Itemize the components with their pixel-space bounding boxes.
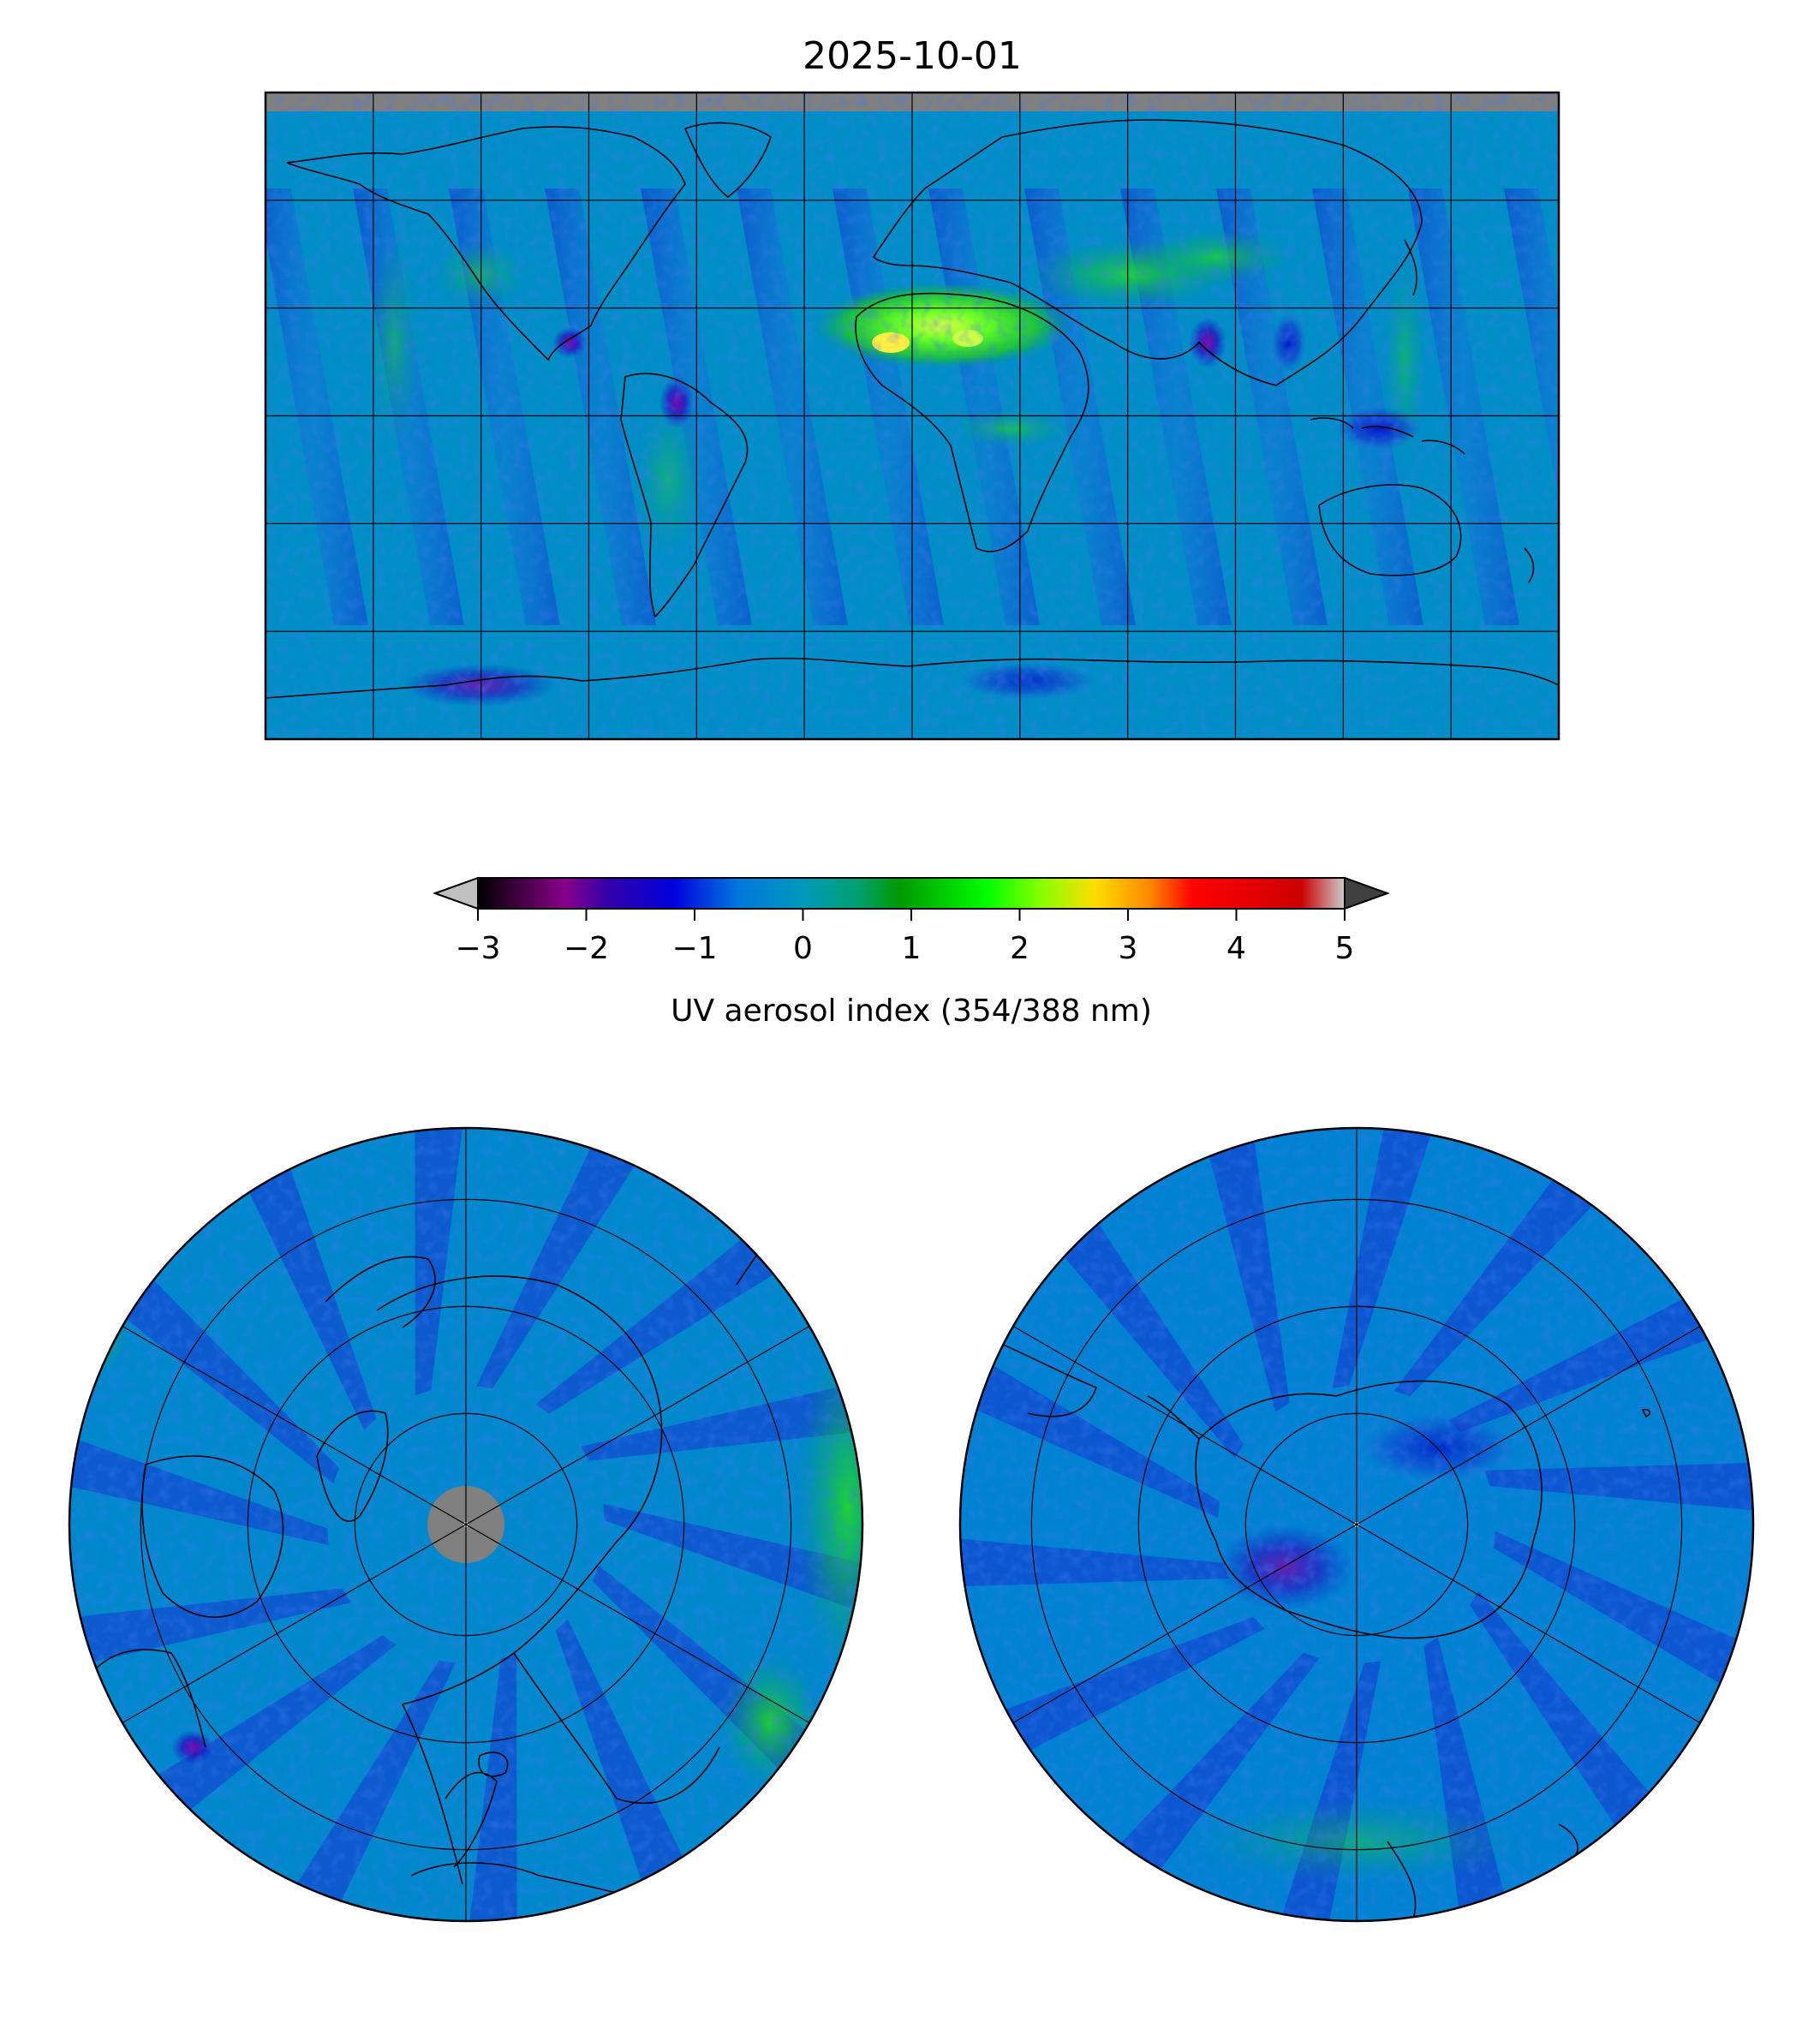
- south-gridlines: [1012, 1128, 1701, 1921]
- coastline-south-america: [620, 373, 749, 618]
- colorbar-tick-label: 4: [1226, 931, 1246, 966]
- colorbar-extend-under: [433, 876, 479, 910]
- coastline-new-zealand: [1524, 547, 1535, 583]
- global-gridlines: [266, 92, 1559, 739]
- south-coastline-island: [1641, 1408, 1651, 1418]
- colorbar-tick-label: 5: [1335, 931, 1355, 966]
- polar-meridian-line: [122, 1325, 467, 1525]
- colorbar-label: UV aerosol index (354/388 nm): [671, 994, 1152, 1029]
- south-map-frame: [958, 1126, 1755, 1923]
- north-coastline-alaska: [325, 1256, 436, 1328]
- polar-meridian-line: [465, 1325, 810, 1525]
- polar-meridian-line: [465, 1524, 810, 1724]
- south-coastline-australia: [1387, 1841, 1417, 1919]
- south-polar-map: [958, 1126, 1755, 1923]
- north-coastline-eurasia: [376, 1275, 720, 1885]
- polar-meridian-line: [1012, 1524, 1358, 1724]
- polar-meridian-line: [1356, 1325, 1701, 1525]
- north-coastline-scandinavia: [445, 1771, 498, 1868]
- coastline-africa: [855, 292, 1089, 552]
- coastline-north-america: [286, 126, 686, 361]
- south-coastline-antarctica: [1195, 1380, 1543, 1639]
- coastline-australia: [1318, 484, 1462, 576]
- colorbar-ticks: −3 −2 −1 0 1 2 3 4 5: [455, 909, 1354, 966]
- coastline-eurasia: [872, 119, 1423, 386]
- coastline-antarctica: [266, 657, 1559, 699]
- south-coastline-peninsula: [1147, 1395, 1200, 1440]
- coastline-greenland: [683, 122, 772, 199]
- north-coastline-us: [93, 1649, 206, 1748]
- global-map-frame: [264, 91, 1560, 741]
- colorbar-tick-label: −2: [564, 931, 609, 966]
- polar-meridian-line: [1012, 1325, 1358, 1525]
- figure-title: 2025-10-01: [803, 34, 1022, 78]
- colorbar-tick-label: 0: [793, 931, 813, 966]
- colorbar: −3 −2 −1 0 1 2 3 4 5 UV aerosol index (354/388 n…: [433, 876, 1390, 1029]
- polar-meridian-line: [1356, 1524, 1701, 1724]
- coastlines: [266, 119, 1559, 699]
- colorbar-body: [477, 877, 1346, 910]
- north-coastline-canada: [141, 1455, 284, 1618]
- colorbar-tick-label: 3: [1119, 931, 1138, 966]
- north-map-frame: [68, 1126, 864, 1923]
- colorbar-tick-label: 2: [1010, 931, 1029, 966]
- colorbar-tick-label: 1: [902, 931, 922, 966]
- polar-meridian-line: [122, 1524, 467, 1724]
- north-coastline-iceland: [478, 1751, 509, 1777]
- colorbar-tick-label: −3: [455, 931, 500, 966]
- north-polar-map: [68, 1126, 864, 1923]
- global-map: [264, 91, 1560, 741]
- coastline-japan: [1404, 239, 1417, 296]
- north-gridlines: [122, 1128, 810, 1921]
- north-coastline-greenland: [316, 1410, 389, 1522]
- coastline-indonesia: [1310, 417, 1465, 455]
- colorbar-extend-over: [1344, 876, 1390, 910]
- colorbar-tick-label: −1: [671, 931, 717, 966]
